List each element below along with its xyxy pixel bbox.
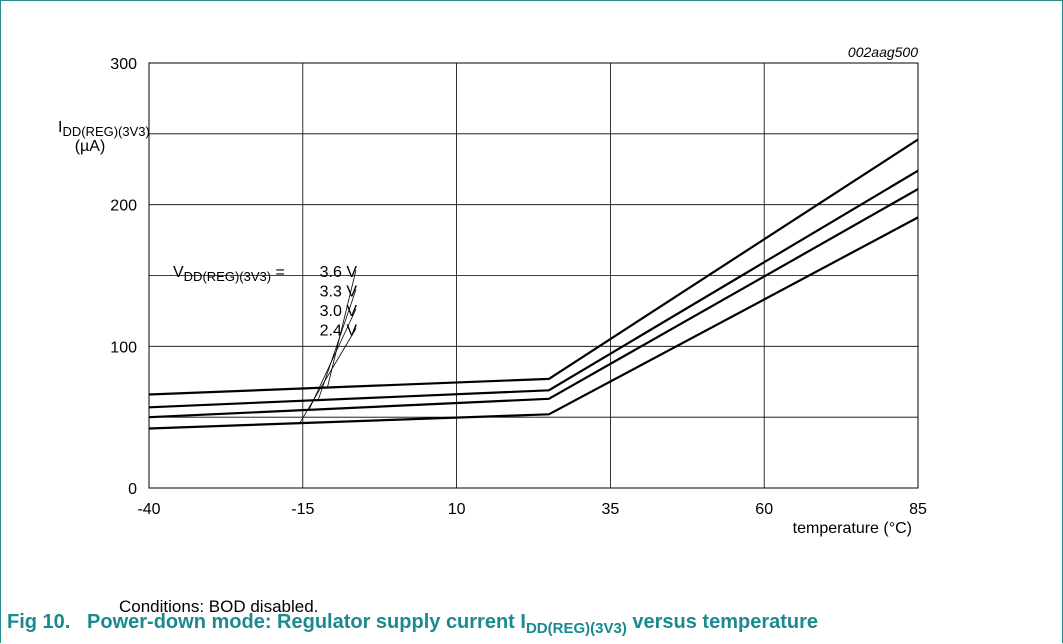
- series-label: 2.4 V: [320, 323, 358, 340]
- x-tick-label: 35: [602, 501, 620, 518]
- x-tick-label: 85: [909, 501, 927, 518]
- chart: -40 -15 10 35 60 85 0 100 200 300 002aag500 IDD(R…: [58, 44, 927, 537]
- x-axis-label: temperature (°C): [793, 520, 912, 537]
- series-label: 3.6 V: [320, 264, 358, 281]
- y-tick-label: 0: [128, 481, 137, 498]
- caption-subscript: DD(REG)(3V3): [525, 620, 627, 637]
- series-lines: [148, 138, 919, 430]
- y-axis-label: IDD(REG)(3V3): [58, 119, 150, 139]
- y-tick-label: 200: [110, 198, 137, 215]
- series-leader: [299, 328, 357, 424]
- y-axis-unit: (µA): [75, 138, 106, 155]
- series-label: 3.3 V: [320, 284, 358, 301]
- series-line: [148, 138, 919, 396]
- series-line: [148, 188, 919, 419]
- figure-caption: Fig 10. Power-down mode: Regulator suppl…: [7, 611, 818, 637]
- series-labels: 3.6 V 3.3 V 3.0 V 2.4 V: [320, 264, 358, 340]
- caption-text: Power-down mode: Regulator supply curren…: [87, 611, 526, 633]
- x-tick-label: 60: [755, 501, 773, 518]
- figure-code: 002aag500: [848, 44, 918, 60]
- series-label: 3.0 V: [320, 303, 358, 320]
- series-leader-lines: [299, 269, 357, 424]
- tick-labels: -40 -15 10 35 60 85 0 100 200 300: [110, 56, 927, 518]
- conditions-note: Conditions: BOD disabled.: [119, 597, 319, 616]
- series-line: [148, 216, 919, 430]
- x-tick-label: -40: [137, 501, 160, 518]
- caption-text-end: versus temperature: [626, 611, 819, 633]
- x-tick-label: 10: [448, 501, 466, 518]
- y-tick-label: 100: [110, 339, 137, 356]
- y-tick-label: 300: [110, 56, 137, 73]
- series-leader: [308, 308, 357, 410]
- series-label-header: VDD(REG)(3V3) =: [173, 264, 289, 284]
- caption-number: Fig 10.: [7, 611, 71, 633]
- x-tick-label: -15: [291, 501, 314, 518]
- series-line: [148, 169, 919, 409]
